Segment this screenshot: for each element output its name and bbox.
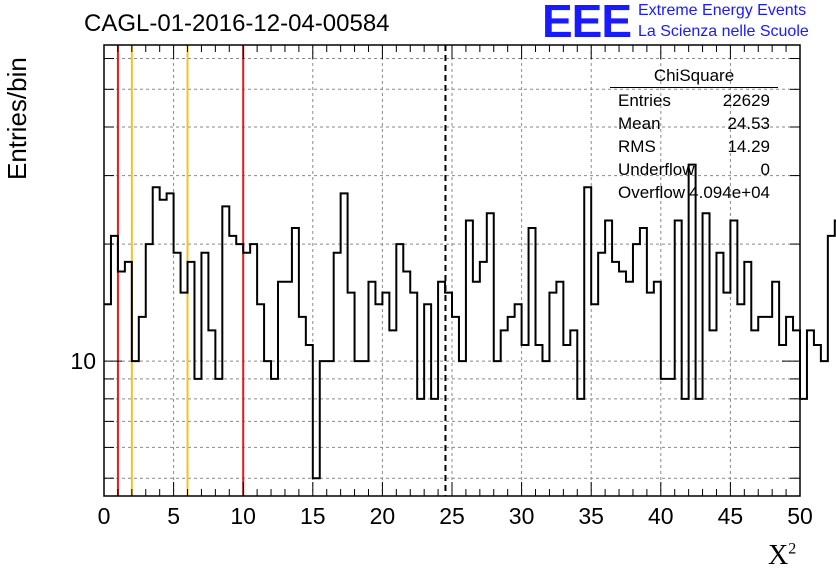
stats-key: Mean <box>618 114 661 133</box>
stats-key: Overflow <box>618 183 686 202</box>
x-tick-label: 5 <box>167 503 180 529</box>
stats-value: 22629 <box>722 91 770 110</box>
stats-value: 14.29 <box>727 137 770 156</box>
stats-row-rms: RMS 14.29 <box>610 137 778 160</box>
x-axis-label-superscript: 2 <box>788 540 797 558</box>
x-axis-label: X2 <box>768 540 796 572</box>
x-tick-label: 0 <box>98 503 111 529</box>
x-tick-label: 45 <box>718 503 744 529</box>
stats-value: 0 <box>760 160 770 179</box>
stats-value: 4.094e+04 <box>689 183 770 202</box>
stats-row-entries: Entries 22629 <box>610 91 778 114</box>
x-tick-label: 20 <box>370 503 396 529</box>
stats-key: Underflow <box>618 160 695 179</box>
plot-area <box>104 45 800 496</box>
stats-row-overflow: Overflow 4.094e+04 <box>610 183 778 206</box>
x-tick-label: 25 <box>439 503 465 529</box>
logo-mark: EEE <box>542 0 632 47</box>
x-tick-label: 35 <box>578 503 604 529</box>
stats-value: 24.53 <box>727 114 770 133</box>
stats-row-mean: Mean 24.53 <box>610 114 778 137</box>
logo-line-1: Extreme Energy Events <box>638 2 807 19</box>
chart-title: CAGL-01-2016-12-04-00584 <box>84 10 390 37</box>
stats-key: Entries <box>618 91 671 110</box>
eee-logo: EEE Extreme Energy Events La Scienza nel… <box>542 0 832 47</box>
x-tick-label: 30 <box>509 503 535 529</box>
x-tick-label: 40 <box>648 503 674 529</box>
logo-line-2: La Scienza nelle Scuole <box>638 23 809 40</box>
histogram-steps <box>104 163 836 480</box>
stats-box: ChiSquare Entries 22629 Mean 24.53 RMS 1… <box>610 66 778 206</box>
y-axis-label: Entries/bin <box>2 57 32 180</box>
x-tick-label: 50 <box>787 503 813 529</box>
x-tick-label: 15 <box>300 503 326 529</box>
stats-title: ChiSquare <box>610 66 778 88</box>
x-axis-label-text: X <box>768 540 789 571</box>
stats-key: RMS <box>618 137 656 156</box>
y-tick-label: 10 <box>70 348 96 374</box>
x-tick-label: 10 <box>230 503 256 529</box>
stats-row-underflow: Underflow 0 <box>610 160 778 183</box>
